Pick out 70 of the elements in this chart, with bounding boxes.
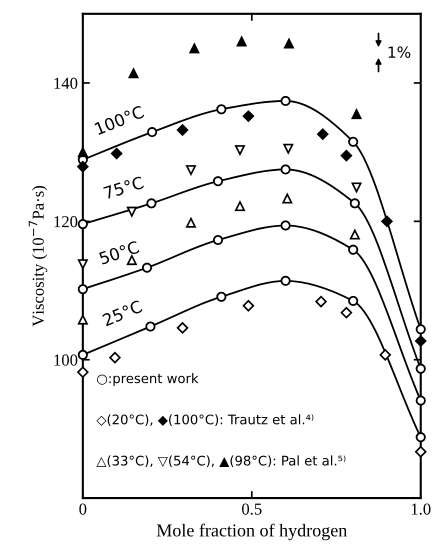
point <box>242 300 254 312</box>
point <box>146 198 157 208</box>
point <box>234 201 245 212</box>
point <box>416 324 426 334</box>
annotation: △(33°C), ▽(54°C), ▲(98°C): Pal et al.⁵⁾ <box>96 455 346 468</box>
point <box>176 124 188 136</box>
point <box>352 109 362 120</box>
point <box>280 276 291 286</box>
point <box>416 364 426 374</box>
x-tick-label: 0.5 <box>242 503 262 515</box>
text: 25°C <box>102 300 143 326</box>
point <box>186 218 196 228</box>
point <box>340 306 352 318</box>
point <box>216 292 226 302</box>
y-tick-label: 120 <box>54 216 78 228</box>
point <box>416 432 426 442</box>
point <box>78 284 88 294</box>
point <box>78 259 88 270</box>
point <box>234 145 245 156</box>
point <box>126 206 137 217</box>
point <box>280 164 291 175</box>
point <box>414 446 426 458</box>
text: 50°C <box>98 240 140 265</box>
point <box>77 160 89 172</box>
point <box>176 322 188 334</box>
point <box>242 110 254 122</box>
point <box>216 104 226 114</box>
annotation: ○:present work <box>97 373 199 386</box>
point <box>212 176 224 186</box>
point <box>352 182 362 192</box>
point <box>78 147 88 158</box>
point <box>128 68 139 78</box>
point <box>381 216 393 228</box>
point <box>110 148 122 160</box>
point <box>348 296 358 306</box>
point <box>315 296 327 308</box>
point <box>348 136 358 147</box>
point <box>414 335 426 347</box>
point <box>380 349 392 361</box>
point <box>348 244 358 255</box>
point <box>147 127 158 138</box>
text: 75°C <box>103 176 144 200</box>
y-tick-label: 140 <box>54 78 78 89</box>
point <box>78 314 88 325</box>
point <box>350 198 360 208</box>
point <box>77 366 89 378</box>
x-tick-label: 0 <box>79 503 86 515</box>
y-tick-label: 100 <box>54 354 78 366</box>
y-axis-title: Viscosity (10$^{−7}$Pa·s) <box>28 186 48 326</box>
point <box>186 165 196 176</box>
point <box>280 96 291 106</box>
point <box>350 229 360 240</box>
annotation: 1% <box>388 46 410 58</box>
point <box>145 321 156 332</box>
point <box>340 150 352 162</box>
point <box>109 352 121 364</box>
x-axis-title: Mole fraction of hydrogen <box>156 524 348 540</box>
point <box>416 395 426 406</box>
point <box>78 350 88 360</box>
point <box>280 220 291 231</box>
point <box>142 262 152 273</box>
point <box>282 194 292 204</box>
point <box>317 128 328 140</box>
annotation: ◇(20°C), ◆(100°C): Trautz et al.⁴⁾ <box>96 414 314 426</box>
point <box>212 234 224 246</box>
point <box>283 144 294 154</box>
point <box>236 36 247 46</box>
point <box>189 43 200 54</box>
point <box>284 38 294 49</box>
x-tick-label: 1.0 <box>412 503 431 515</box>
